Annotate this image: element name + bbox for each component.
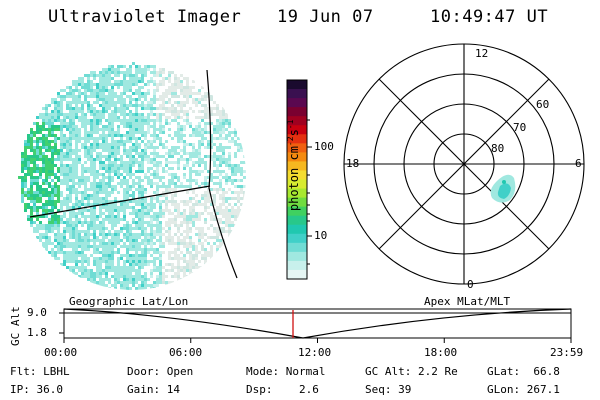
time-tick-2359: 23:59 [550, 346, 584, 359]
info-filter: Flt: LBHL [10, 365, 70, 378]
colorbar [287, 80, 307, 280]
date-label: 19 Jun 07 [277, 7, 374, 27]
time-tick-0600: 06:00 [169, 346, 203, 359]
time-tick-1200: 12:00 [298, 346, 332, 359]
timeline-left-title: Geographic Lat/Lon [69, 295, 189, 308]
info-glon: GLon: 267.1 [487, 383, 560, 396]
time-label: 10:49:47 UT [430, 7, 549, 27]
mlt-label-18: 18 [346, 157, 360, 170]
info-glat: GLat: 66.8 [487, 365, 560, 378]
info-gc-alt: GC Alt: 2.2 Re [365, 365, 458, 378]
auroral-emission-pixels [18, 62, 246, 290]
mlt-label-0: 0 [467, 278, 474, 291]
colorbar-label-100: 100 [314, 140, 334, 153]
info-mode: Mode: Normal [246, 365, 326, 378]
timeline-right-title: Apex MLat/MLT [424, 295, 511, 308]
mlt-label-6: 6 [575, 157, 582, 170]
timeline-y-label: GC Alt [9, 306, 22, 346]
instrument-title: Ultraviolet Imager [48, 7, 242, 27]
auroral-oval-patch [490, 174, 516, 203]
terminator-line [206, 69, 238, 279]
info-ip: IP: 36.0 [10, 383, 63, 396]
mlt-label-12: 12 [475, 47, 489, 60]
gc-altitude-curve [63, 308, 572, 339]
timeline-y-min: 1.8 [27, 326, 47, 339]
lat-label-60: 60 [536, 98, 550, 111]
time-tick-1800: 18:00 [424, 346, 458, 359]
lat-label-80: 80 [491, 142, 505, 155]
info-seq: Seq: 39 [365, 383, 412, 396]
info-gain: Gain: 14 [127, 383, 180, 396]
time-tick-0000: 00:00 [44, 346, 78, 359]
geographic-latitude-line [29, 185, 211, 218]
timeline-y-max: 9.0 [27, 306, 47, 319]
info-dsp: Dsp: 2.6 [246, 383, 319, 396]
info-door: Door: Open [127, 365, 194, 378]
colorbar-label-10: 10 [314, 229, 328, 242]
lat-label-70: 70 [513, 121, 527, 134]
